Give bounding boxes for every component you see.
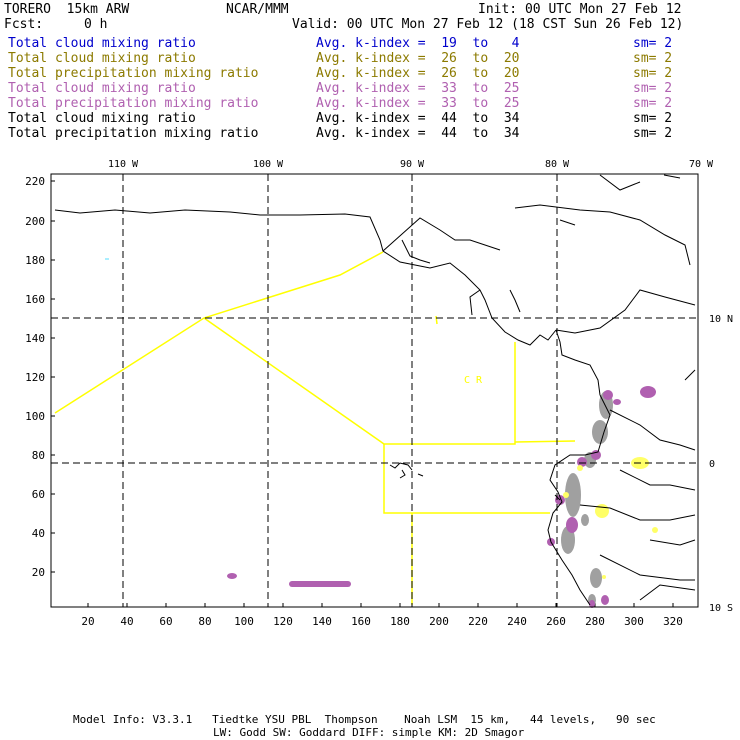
legend-kindex-7: Avg. k-index = 44 to 34 [316, 126, 520, 141]
x-tick-60: 60 [159, 615, 172, 628]
x-tick-140: 140 [312, 615, 332, 628]
x-tick-200: 200 [429, 615, 449, 628]
legend-kindex-4: Avg. k-index = 33 to 25 [316, 81, 520, 96]
legend-kindex-5: Avg. k-index = 33 to 25 [316, 96, 520, 111]
y-tick-80: 80 [32, 449, 45, 462]
legend-sm-2: sm= 2 [633, 51, 673, 66]
legend-field-1: Total cloud mixing ratio [8, 36, 196, 51]
x-tick-180: 180 [390, 615, 410, 628]
y-tick-100: 100 [25, 410, 45, 423]
x-tick-120: 120 [273, 615, 293, 628]
legend-sm-3: sm= 2 [633, 66, 673, 81]
model-info-line-2: LW: Godd SW: Goddard DIFF: simple KM: 2D… [213, 726, 525, 739]
y-tick-120: 120 [25, 371, 45, 384]
y-tick-180: 180 [25, 254, 45, 267]
lon-label-110w: 110 W [108, 159, 139, 170]
y-tick-140: 140 [25, 332, 45, 345]
y-tick-60: 60 [32, 488, 45, 501]
lat-label-10s: 10 S [709, 603, 733, 614]
legend-field-3: Total precipitation mixing ratio [8, 66, 259, 81]
legend-field-5: Total precipitation mixing ratio [8, 96, 259, 111]
lon-label-80w: 80 W [545, 159, 570, 170]
legend-field-7: Total precipitation mixing ratio [8, 126, 259, 141]
legend-field-4: Total cloud mixing ratio [8, 81, 196, 96]
y-axis-labels: 220 200 180 160 140 120 100 80 60 40 20 [25, 175, 45, 579]
lat-label-10n: 10 N [709, 314, 733, 325]
cyan-cloud-areas [105, 258, 109, 260]
x-tick-240: 240 [507, 615, 527, 628]
legend-sm-7: sm= 2 [633, 126, 673, 141]
x-tick-300: 300 [624, 615, 644, 628]
legend-kindex-1: Avg. k-index = 19 to 4 [316, 36, 520, 51]
legend-sm-6: sm= 2 [633, 111, 673, 126]
x-tick-20: 20 [81, 615, 94, 628]
valid-time: Valid: 00 UTC Mon 27 Feb 12 (18 CST Sun … [292, 17, 684, 32]
model-title: TORERO 15km ARW [4, 2, 130, 17]
y-tick-20: 20 [32, 566, 45, 579]
legend-sm-4: sm= 2 [633, 81, 673, 96]
legend-field-2: Total cloud mixing ratio [8, 51, 196, 66]
lat-lon-grid [51, 174, 698, 607]
region-boundaries [54, 251, 576, 605]
y-tick-220: 220 [25, 175, 45, 188]
purple-precip-areas [227, 386, 656, 608]
forecast-hour: 0 h [84, 17, 108, 32]
y-tick-40: 40 [32, 527, 45, 540]
legend-kindex-2: Avg. k-index = 26 to 20 [316, 51, 520, 66]
lat-label-0: 0 [709, 459, 715, 470]
region-annotation: C R [464, 375, 483, 386]
forecast-label: Fcst: [4, 17, 44, 32]
lon-label-100w: 100 W [253, 159, 284, 170]
x-tick-160: 160 [351, 615, 371, 628]
legend-sm-1: sm= 2 [633, 36, 673, 51]
x-tick-280: 280 [585, 615, 605, 628]
x-tick-80: 80 [198, 615, 211, 628]
init-time: Init: 00 UTC Mon 27 Feb 12 [478, 2, 682, 17]
model-info-line-1: Model Info: V3.3.1 Tiedtke YSU PBL Thomp… [73, 713, 656, 726]
legend-kindex-6: Avg. k-index = 44 to 34 [316, 111, 520, 126]
axis-ticks [51, 180, 674, 607]
lon-label-70w: 70 W [689, 159, 714, 170]
legend-kindex-3: Avg. k-index = 26 to 20 [316, 66, 520, 81]
x-tick-320: 320 [663, 615, 683, 628]
gray-cloud-areas [561, 391, 613, 606]
plot-frame [50, 173, 699, 608]
legend-field-6: Total cloud mixing ratio [8, 111, 196, 126]
x-tick-260: 260 [546, 615, 566, 628]
lon-label-90w: 90 W [400, 159, 425, 170]
x-axis-labels: 20 40 60 80 100 120 140 160 180 200 220 … [81, 615, 683, 628]
y-tick-160: 160 [25, 293, 45, 306]
x-tick-100: 100 [234, 615, 254, 628]
legend-sm-5: sm= 2 [633, 96, 673, 111]
organization: NCAR/MMM [226, 2, 289, 17]
x-tick-220: 220 [468, 615, 488, 628]
x-tick-40: 40 [120, 615, 133, 628]
y-tick-200: 200 [25, 215, 45, 228]
coastlines [54, 174, 696, 606]
